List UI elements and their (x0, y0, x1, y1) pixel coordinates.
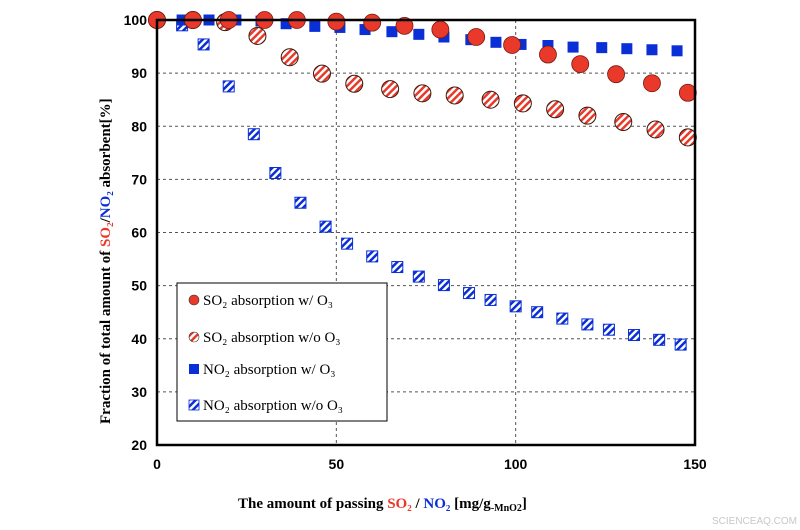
y-tick-label: 60 (131, 225, 147, 241)
tick-labels: 20 30 40 50 60 70 80 90 100 0 50 100 150 (124, 12, 707, 472)
data-point (646, 44, 658, 56)
data-point (413, 28, 425, 40)
data-point (463, 287, 476, 300)
x-tick-label: 50 (329, 456, 345, 472)
data-point (363, 13, 382, 32)
data-point (614, 113, 633, 131)
data-point (678, 128, 697, 147)
data-point (581, 318, 594, 331)
data-point (197, 38, 210, 51)
legend-label: SO₂ absorption w/ O₃ (203, 293, 333, 309)
data-point (312, 64, 331, 83)
data-point (280, 48, 299, 67)
y-tick-label: 70 (131, 171, 147, 187)
data-point (366, 250, 379, 263)
data-point (395, 16, 414, 35)
data-point (248, 26, 267, 45)
legend-label: SO₂ absorption w/o O₃ (203, 330, 341, 346)
data-point (674, 338, 687, 351)
data-point (556, 312, 569, 325)
data-point (602, 323, 615, 336)
data-point (345, 74, 364, 93)
data-point (571, 55, 590, 73)
watermark: SCIENCEAQ.COM (712, 516, 797, 527)
data-point (327, 12, 346, 31)
legend-label: NO₂ absorption w/o O₃ (203, 398, 343, 414)
data-point (490, 36, 502, 48)
y-tick-label: 40 (131, 331, 147, 347)
data-point (445, 86, 464, 105)
data-point (431, 20, 450, 39)
series-3 (151, 14, 687, 351)
data-point (671, 45, 683, 57)
data-point (309, 20, 321, 32)
data-point (531, 306, 544, 319)
data-point (412, 270, 425, 283)
data-point (319, 220, 332, 233)
y-tick-label: 20 (131, 437, 147, 453)
data-point (381, 80, 400, 99)
plot-frame (155, 18, 697, 447)
data-point (678, 83, 697, 102)
legend-marker-so2-with-o3 (188, 294, 200, 306)
data-point (542, 40, 554, 51)
data-point (280, 18, 292, 30)
data-point (546, 100, 565, 119)
legend: SO₂ absorption w/ O₃ SO₂ absorption w/o … (176, 282, 388, 422)
data-point (341, 237, 354, 250)
x-tick-label: 100 (504, 456, 528, 472)
data-marks (148, 11, 697, 351)
data-point (484, 293, 497, 306)
data-point (515, 38, 527, 50)
data-point (513, 94, 532, 113)
data-point (503, 36, 521, 54)
y-tick-label: 90 (131, 65, 147, 81)
legend-label: NO₂ absorption w/ O₃ (203, 362, 336, 378)
x-tick-label: 0 (153, 456, 161, 472)
data-point (509, 300, 522, 313)
y-tick-label: 30 (131, 384, 147, 400)
legend-marker-no2-with-o3 (189, 364, 199, 374)
x-tick-label: 150 (683, 456, 707, 472)
data-point (391, 261, 404, 274)
data-point (646, 120, 665, 139)
data-point (578, 106, 597, 125)
data-point (628, 329, 641, 342)
data-point (643, 74, 661, 93)
y-tick-label: 100 (124, 12, 148, 28)
data-point (247, 128, 260, 141)
data-point (621, 43, 633, 55)
data-point (607, 65, 625, 84)
data-point (481, 90, 500, 109)
data-point (294, 196, 307, 209)
data-point (467, 28, 486, 46)
data-point (269, 167, 282, 179)
x-axis-label: The amount of passing SO₂ / NO₂ [mg/g-Mn… (238, 496, 527, 514)
data-point (539, 45, 557, 64)
data-point (437, 279, 450, 292)
legend-marker-so2-without-o3 (188, 331, 200, 343)
legend-marker-no2-without-o3 (188, 399, 200, 411)
data-point (413, 84, 432, 103)
series-0 (148, 11, 697, 102)
data-point (386, 26, 398, 38)
data-point (653, 333, 666, 346)
y-tick-label: 50 (131, 278, 147, 294)
data-point (359, 24, 371, 36)
y-tick-label: 80 (131, 118, 147, 134)
data-point (567, 41, 579, 53)
y-axis-label: Fraction of total amount of SO₂/NO₂ abso… (98, 98, 114, 424)
data-point (222, 80, 235, 93)
data-point (596, 42, 608, 54)
